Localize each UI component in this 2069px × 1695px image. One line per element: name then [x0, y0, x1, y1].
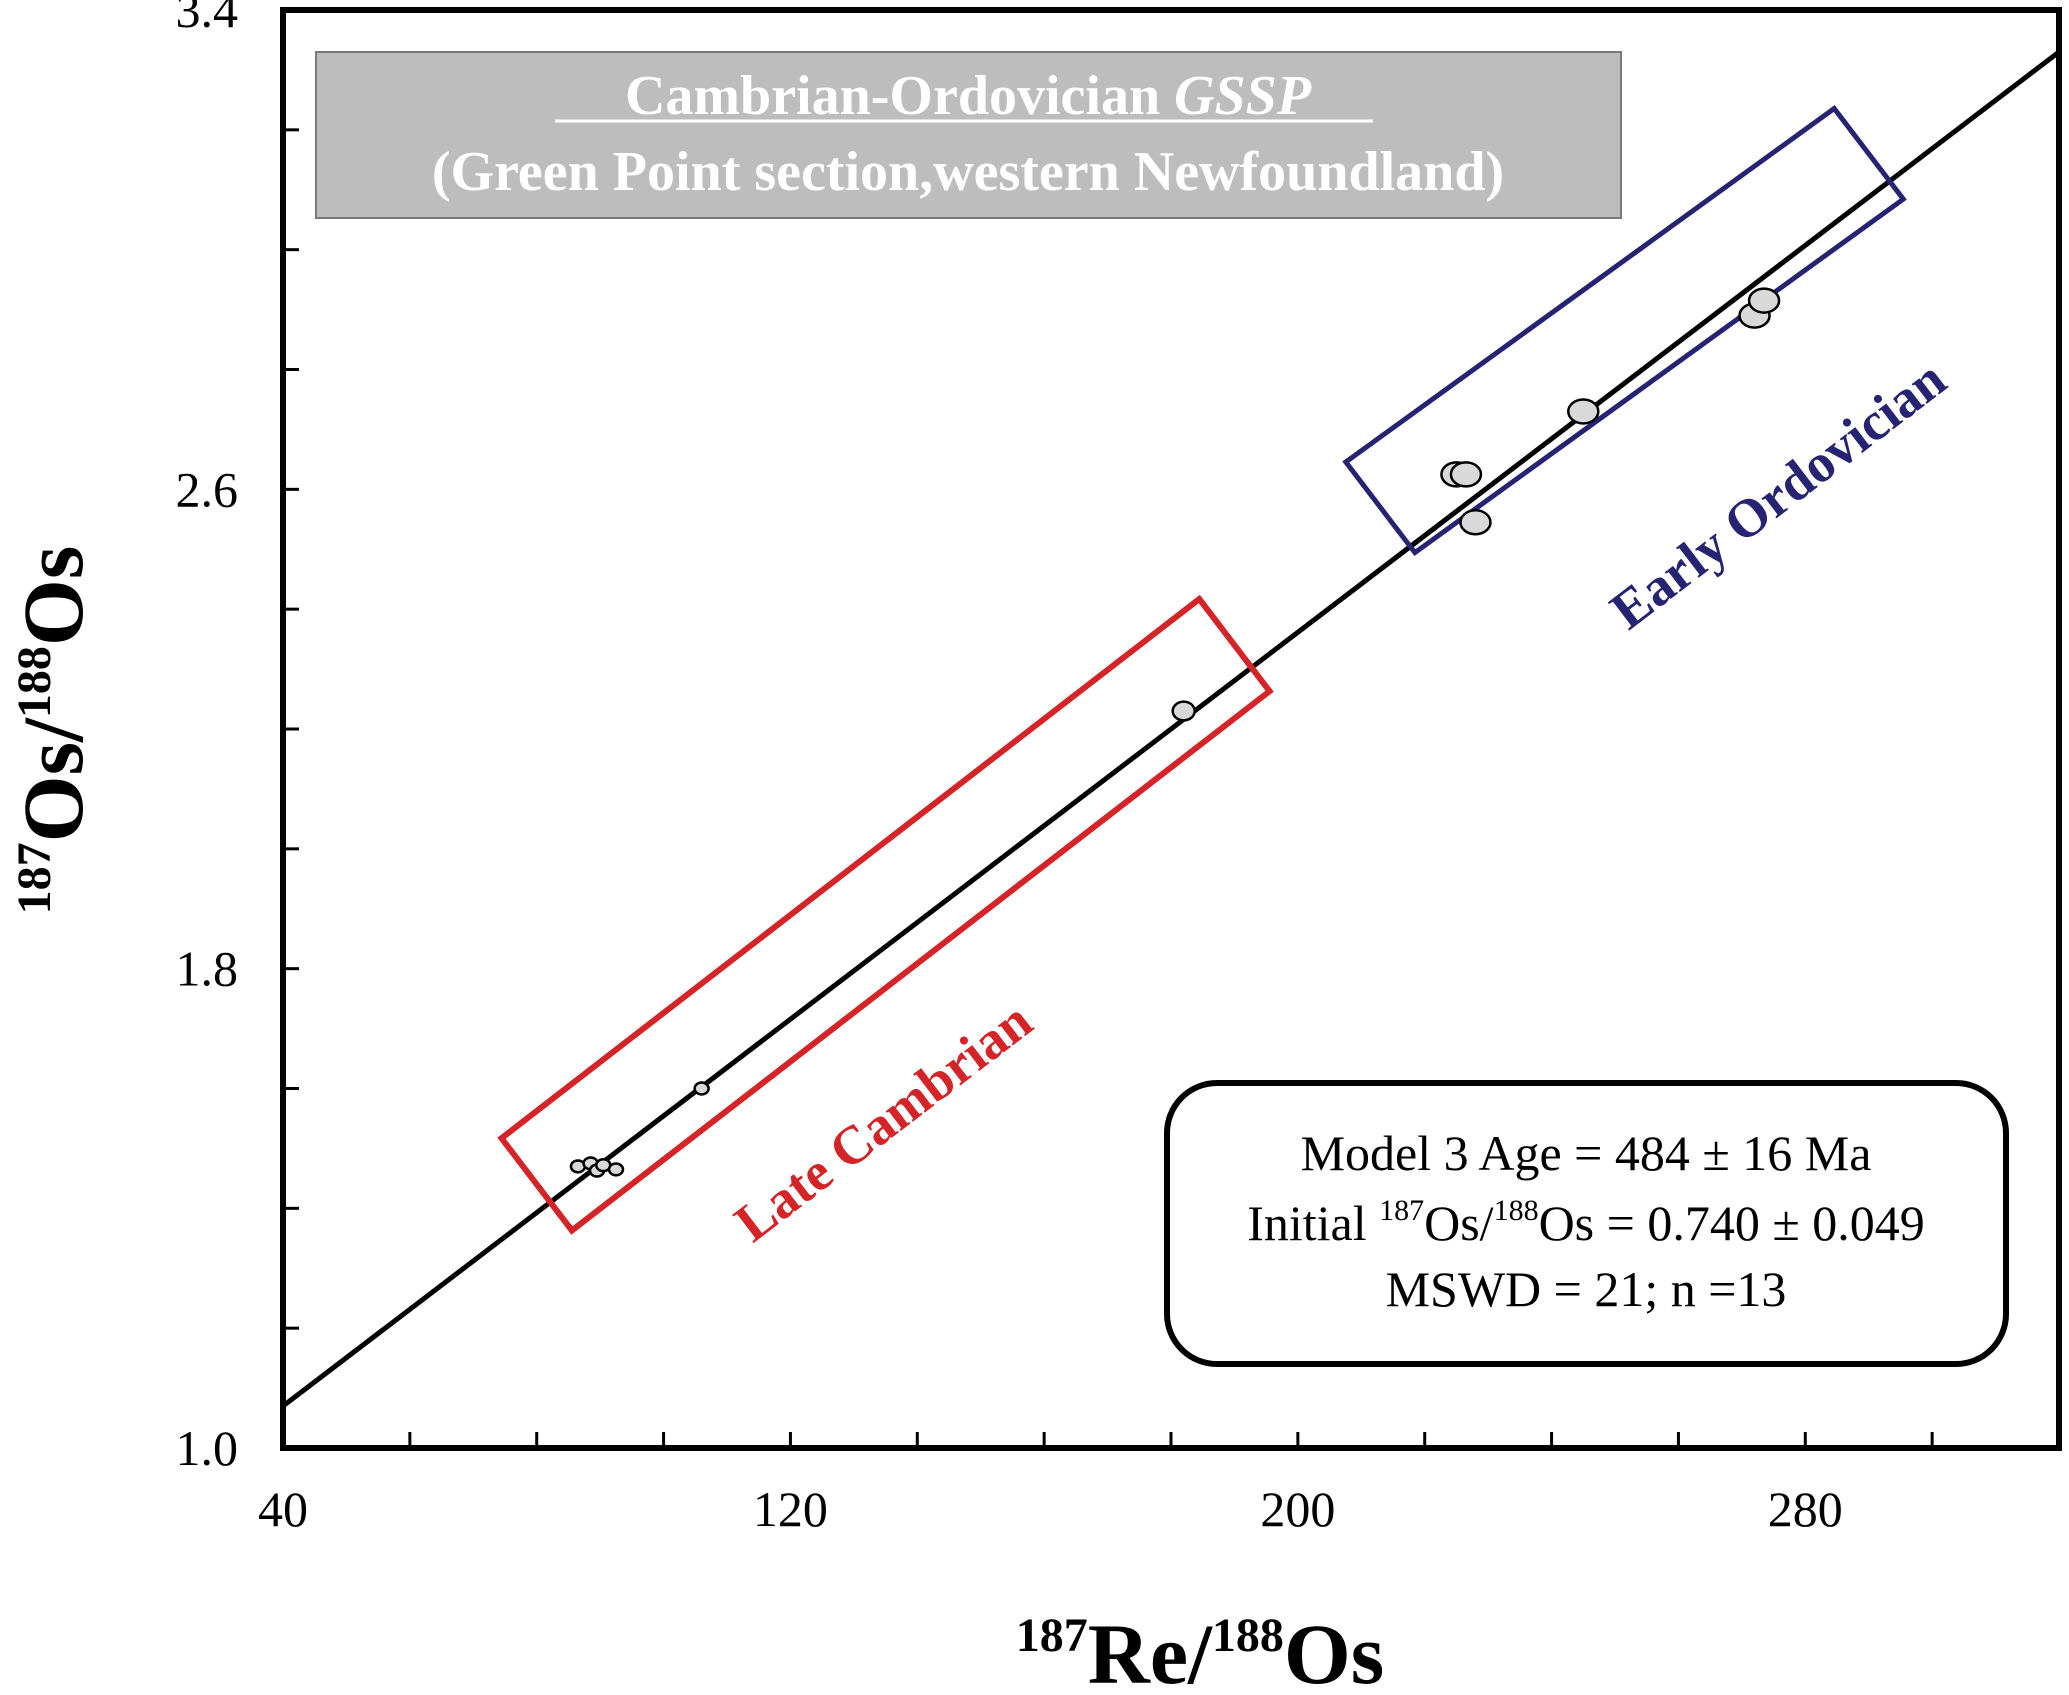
early-ordovician-label: Early Ordovician [1599, 348, 1956, 640]
svg-text:Cambrian-Ordovician GSSP: Cambrian-Ordovician GSSP [625, 65, 1312, 127]
late-cambrian-point [607, 1162, 625, 1177]
early-ordovician-point [1567, 398, 1600, 425]
early-ordovician-point [1449, 461, 1483, 488]
stats-age: Model 3 Age = 484 ± 16 Ma [1301, 1125, 1872, 1181]
x-axis-tick-labels: 40 120 200 280 [258, 1481, 1843, 1537]
late-cambrian-point [693, 1081, 710, 1096]
title-line1-italic: GSSP [1174, 65, 1312, 127]
isochron-line [283, 49, 2059, 1409]
chart-title: Cambrian-Ordovician GSSP (Green Point se… [315, 51, 1622, 219]
x-axis-ticks [408, 1432, 1934, 1448]
y-tick-label: 3.4 [176, 0, 239, 38]
y-axis-title: 187Os/188Os [5, 546, 101, 915]
y-tick-label: 1.0 [176, 1420, 239, 1476]
stats-mswd: MSWD = 21; n =13 [1386, 1261, 1787, 1317]
x-tick-label: 40 [258, 1481, 308, 1537]
y-tick-label: 2.6 [176, 461, 239, 517]
y-axis-ticks [283, 128, 299, 1330]
stats-initial: Initial 187Os/188Os = 0.740 ± 0.049 [1247, 1194, 1925, 1251]
y-tick-label: 1.8 [176, 941, 239, 997]
x-tick-label: 120 [753, 1481, 828, 1537]
early-ordovician-points [1440, 287, 1781, 536]
stats-box: Model 3 Age = 484 ± 16 Ma Initial 187Os/… [1164, 1080, 2009, 1367]
x-tick-label: 280 [1768, 1481, 1843, 1537]
stats-frame [1164, 1080, 2009, 1367]
early-ordovician-point [1747, 287, 1781, 314]
late-cambrian-box [497, 594, 1274, 1235]
x-axis-title: 187Re/188Os [1016, 1606, 1385, 1695]
title-line2: (Green Point section,western Newfoundlan… [432, 141, 1504, 203]
late-cambrian-label: Late Cambrian [724, 990, 1043, 1253]
late-cambrian-point [1171, 700, 1196, 722]
title-line1-main: Cambrian-Ordovician [625, 65, 1174, 127]
early-ordovician-point [1459, 509, 1492, 536]
x-tick-label: 200 [1260, 1481, 1335, 1537]
y-axis-tick-labels: 1.0 1.8 2.6 3.4 [176, 0, 239, 1476]
title-box [315, 51, 1622, 219]
late-cambrian-points [569, 700, 1196, 1178]
